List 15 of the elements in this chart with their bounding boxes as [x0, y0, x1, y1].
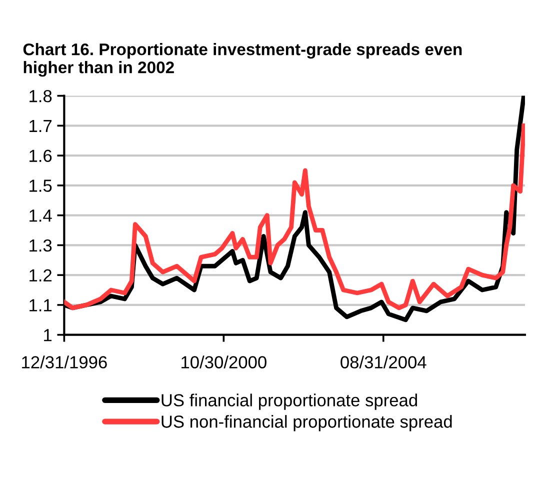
- y-tick-label: 1.6: [30, 150, 52, 162]
- x-tick-label: 10/30/2000: [182, 356, 266, 368]
- y-tick-label: 1.3: [30, 239, 52, 252]
- chart-title: Chart 16. Proportionate investment-grade spreads even higher than in 2002: [23, 43, 462, 77]
- y-tick-label: 1: [44, 329, 52, 342]
- y-tick-label: 1.2: [30, 269, 52, 282]
- legend-label: US financial proportionate spread: [162, 394, 417, 410]
- y-tick-label: 1.7: [30, 120, 52, 132]
- x-tick-label: 08/31/2004: [340, 356, 426, 368]
- y-tick-label: 1.4: [30, 210, 52, 222]
- y-tick-label: 1.5: [30, 180, 52, 192]
- legend-label: US non-financial proportionate spread: [162, 415, 452, 432]
- y-tick-label: 1.8: [30, 90, 52, 102]
- y-tick-label: 1.1: [30, 299, 52, 312]
- x-tick-label: 12/31/1996: [22, 356, 107, 368]
